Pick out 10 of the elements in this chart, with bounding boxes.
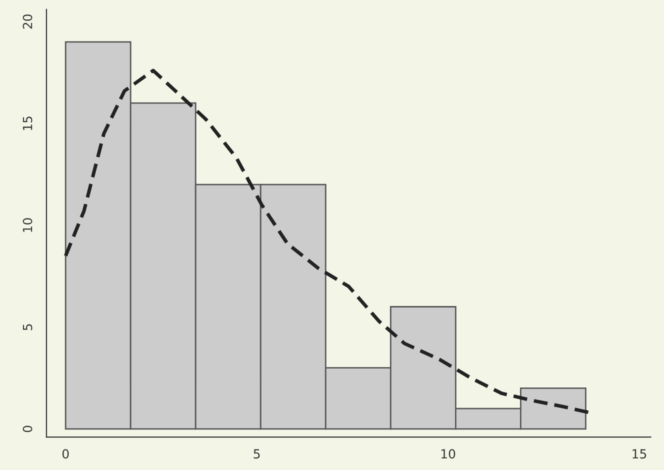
x-tick-label: 0 (62, 449, 69, 459)
y-tick-label: 15 (22, 116, 32, 130)
y-tick-label: 20 (22, 14, 32, 29)
line-series (64, 68, 592, 414)
y-tick-label: 10 (22, 218, 32, 232)
y-tick-label: 0 (22, 426, 32, 432)
x-tick-label: 5 (254, 449, 260, 459)
y-tick-label: 5 (22, 324, 32, 330)
x-tick-label: 10 (441, 449, 456, 459)
x-tick-label: 15 (632, 449, 646, 459)
